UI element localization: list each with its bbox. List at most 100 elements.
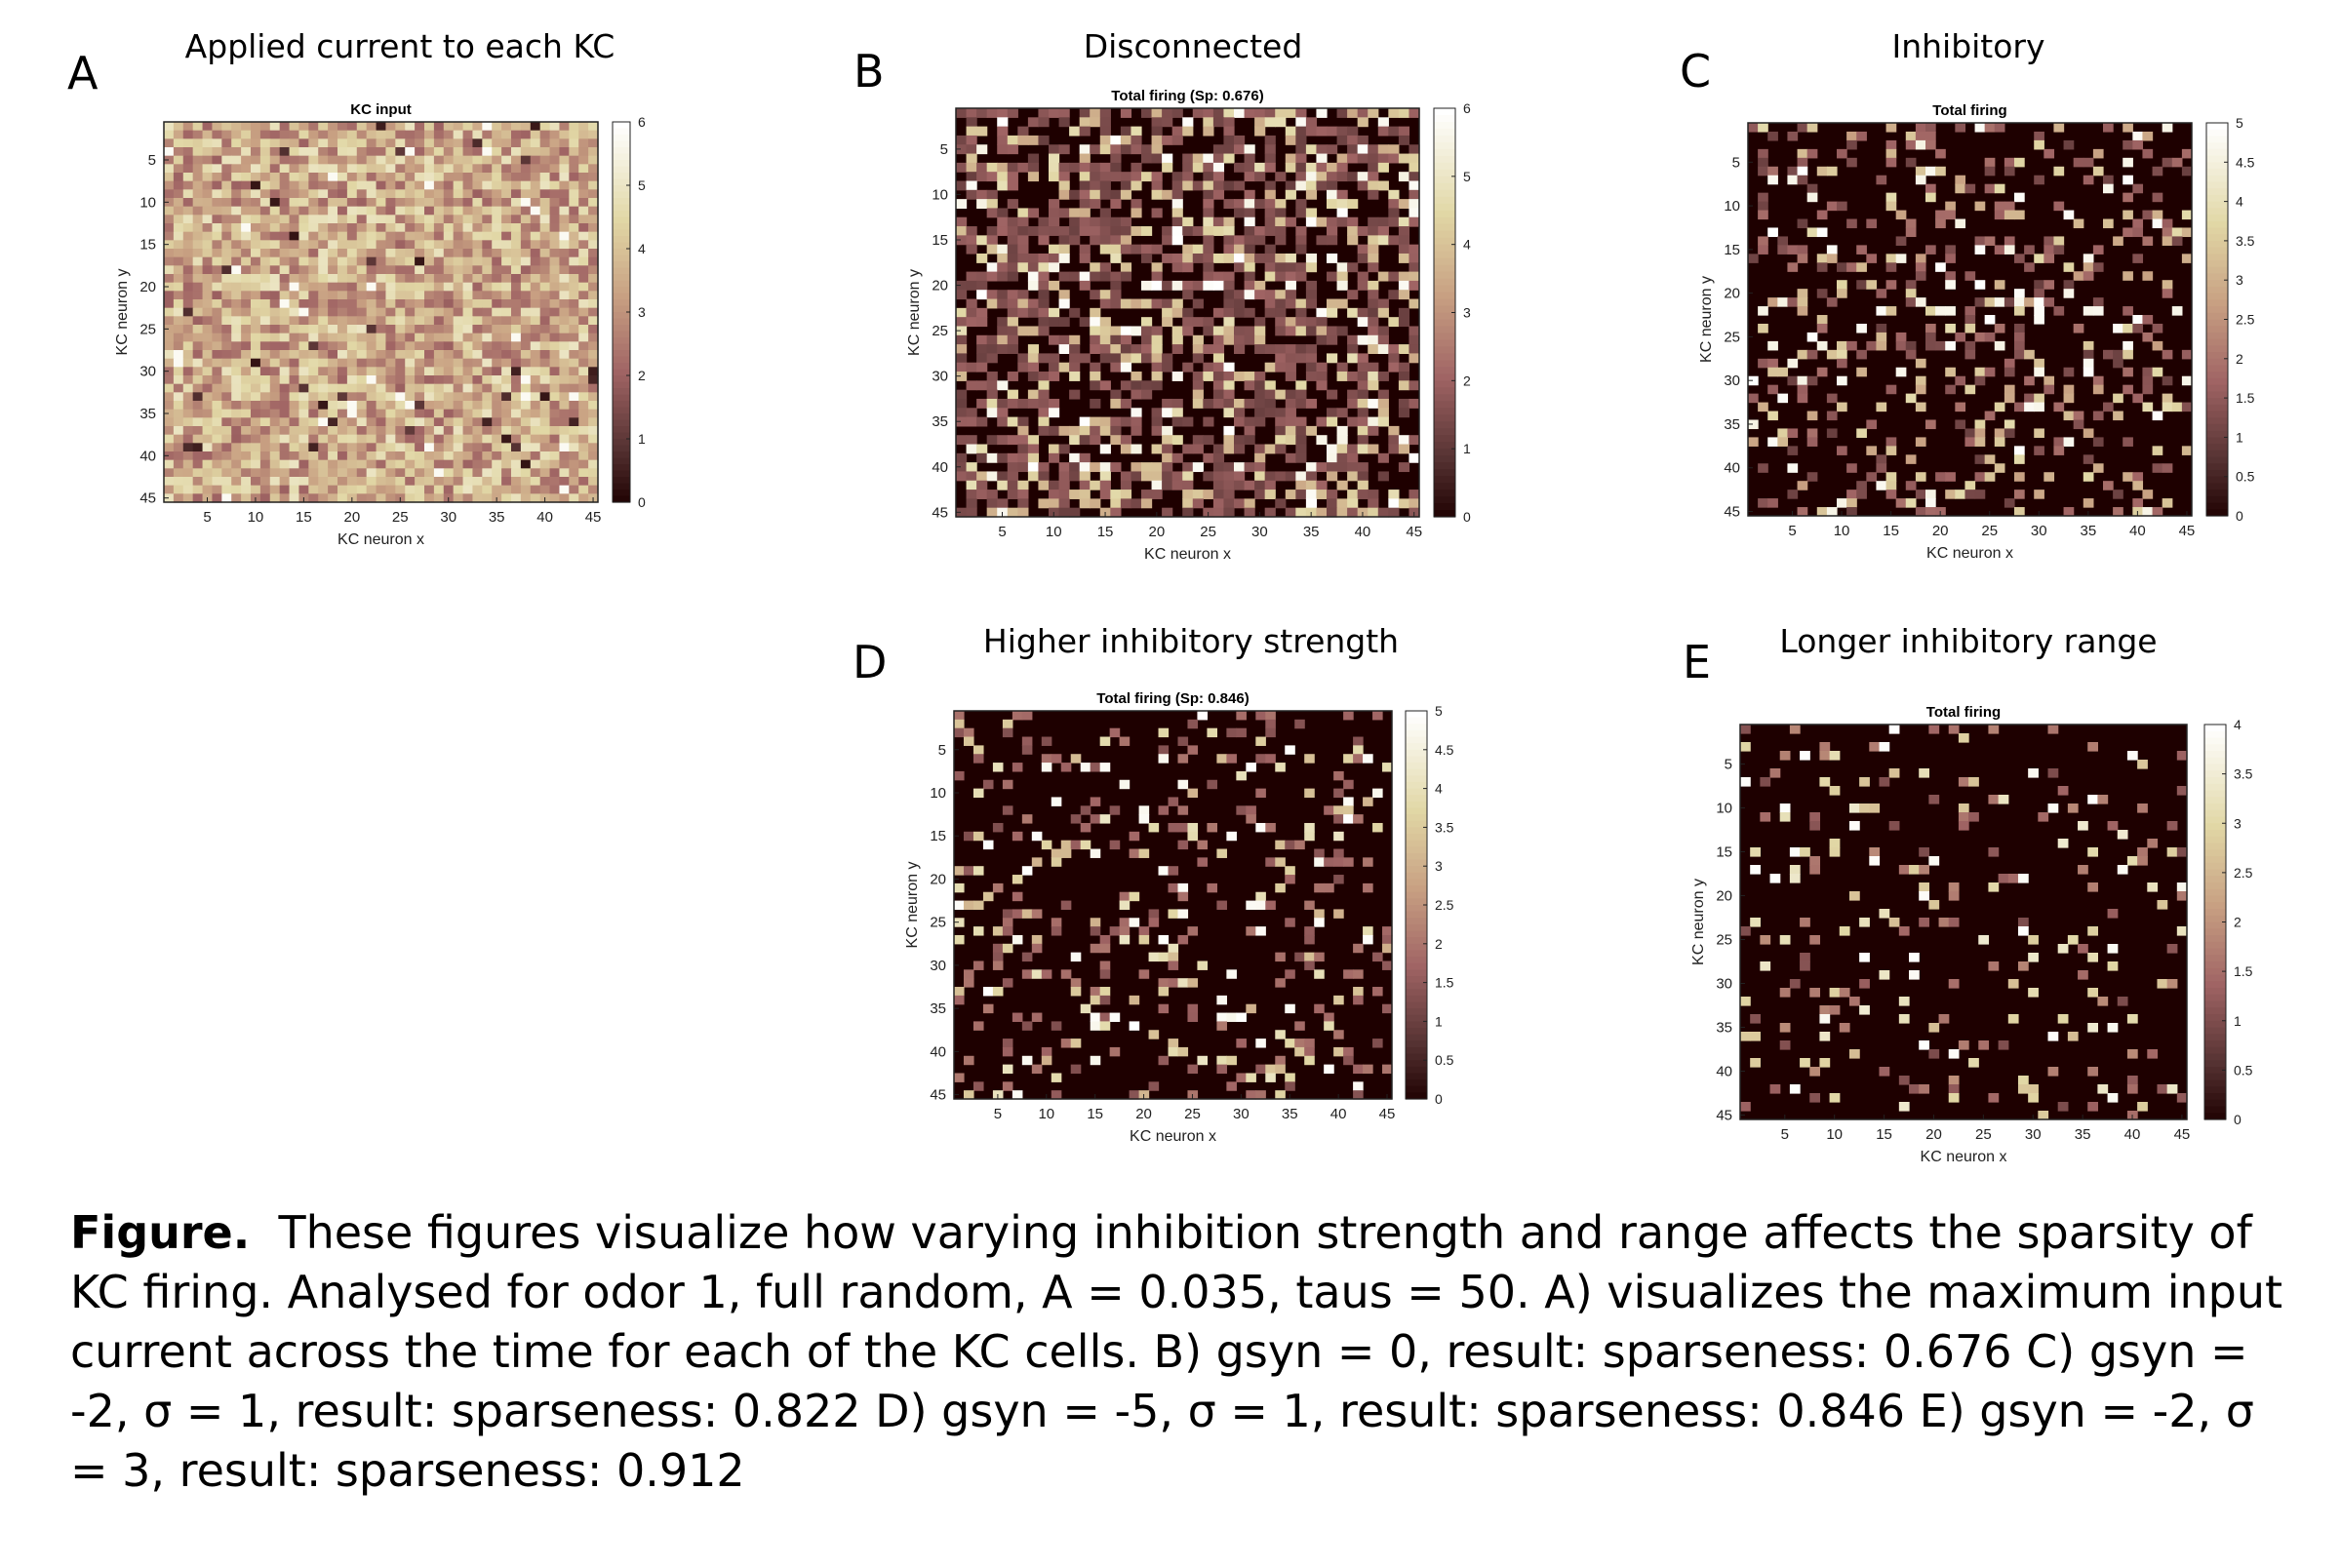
heatmap-cell: [986, 244, 998, 255]
heatmap-cell: [308, 215, 319, 224]
heatmap-cell: [997, 126, 1009, 137]
heatmap-cell: [289, 240, 300, 250]
colorbar-segment: [2204, 830, 2226, 838]
heatmap-cell: [549, 307, 561, 317]
heatmap-cell: [192, 282, 204, 292]
heatmap-cell: [356, 189, 368, 199]
heatmap-cell: [202, 468, 214, 478]
heatmap-cell: [539, 155, 551, 165]
heatmap-cell: [241, 477, 252, 487]
heatmap-cell: [385, 291, 396, 300]
heatmap-cell: [1212, 280, 1225, 291]
heatmap-cell: [530, 180, 541, 190]
heatmap-cell: [1131, 126, 1142, 137]
heatmap-cell: [279, 155, 291, 165]
heatmap-cell: [241, 459, 252, 469]
heatmap-cell: [1120, 172, 1132, 182]
heatmap-cell: [1234, 471, 1246, 482]
heatmap-cell: [1909, 1084, 1920, 1094]
heatmap-cell: [356, 198, 368, 208]
heatmap-cell: [395, 256, 406, 266]
heatmap-cell: [192, 383, 204, 393]
heatmap-cell: [1285, 317, 1296, 328]
heatmap-cell: [164, 282, 175, 292]
colorbar-segment: [1434, 155, 1455, 164]
heatmap-cell: [2107, 961, 2119, 971]
heatmap-cell: [1787, 245, 1799, 255]
x-tick-label: 40: [536, 509, 553, 526]
heatmap-cell: [241, 468, 252, 478]
heatmap-cell: [1069, 334, 1081, 345]
heatmap-cell: [462, 307, 474, 317]
heatmap-cell: [164, 451, 175, 461]
heatmap-cell: [1945, 280, 1956, 290]
heatmap-cell: [986, 298, 998, 309]
heatmap-cell: [346, 240, 358, 250]
heatmap-cell: [298, 434, 309, 444]
heatmap-cell: [212, 173, 222, 182]
heatmap-cell: [424, 282, 435, 292]
heatmap-cell: [192, 451, 204, 461]
heatmap-cell: [1945, 254, 1956, 263]
heatmap-cell: [1876, 289, 1887, 298]
heatmap-cell: [1017, 416, 1029, 427]
heatmap-cell: [976, 189, 988, 200]
heatmap-cell: [1234, 398, 1246, 409]
heatmap-cell: [462, 459, 474, 469]
heatmap-cell: [346, 383, 358, 393]
heatmap-cell: [1079, 471, 1091, 482]
heatmap-cell: [1368, 372, 1379, 381]
heatmap-cell: [966, 444, 977, 454]
heatmap-cell: [346, 375, 358, 385]
heatmap-cell: [986, 235, 998, 246]
heatmap-cell: [415, 249, 425, 258]
heatmap-cell: [231, 291, 242, 300]
heatmap-cell: [1151, 462, 1163, 473]
heatmap-cell: [395, 316, 406, 326]
heatmap-cell: [1007, 326, 1018, 336]
heatmap-cell: [511, 409, 522, 418]
heatmap-cell: [1368, 172, 1379, 182]
heatmap-cell: [1182, 498, 1194, 509]
heatmap-cell: [1090, 372, 1101, 381]
heatmap-cell: [578, 333, 589, 342]
heatmap-cell: [2014, 254, 2025, 263]
heatmap-cell: [1182, 416, 1194, 427]
heatmap-cell: [356, 434, 368, 444]
heatmap-cell: [1347, 416, 1359, 427]
heatmap-cell: [289, 198, 300, 208]
heatmap-cell: [1879, 909, 1890, 919]
heatmap-cell: [530, 249, 541, 258]
heatmap-cell: [1079, 280, 1091, 291]
heatmap-cell: [366, 173, 377, 182]
heatmap-cell: [511, 426, 522, 436]
heatmap-cell: [482, 130, 493, 139]
heatmap-cell: [1829, 847, 1841, 857]
heatmap-cell: [1171, 471, 1183, 482]
heatmap-cell: [520, 459, 532, 469]
heatmap-cell: [1357, 135, 1369, 145]
heatmap-cell: [501, 155, 512, 165]
heatmap-cell: [569, 130, 579, 139]
heatmap-cell: [1368, 398, 1379, 409]
heatmap-cell: [966, 380, 977, 391]
heatmap-cell: [1079, 153, 1091, 164]
heatmap-cell: [1069, 216, 1081, 227]
heatmap-cell: [1347, 471, 1359, 482]
heatmap-cell: [182, 240, 194, 250]
heatmap-cell: [1357, 244, 1369, 255]
heatmap-cell: [482, 215, 493, 224]
heatmap-cell: [549, 350, 561, 360]
colorbar-segment: [1434, 182, 1455, 191]
colorbar-segment: [2204, 849, 2226, 857]
heatmap-cell: [259, 265, 271, 275]
heatmap-cell: [1027, 398, 1040, 409]
heatmap-cell: [1099, 480, 1111, 490]
heatmap-cell: [1357, 271, 1369, 282]
heatmap-cell: [1141, 326, 1153, 336]
heatmap-cell: [1919, 891, 1929, 901]
heatmap-cell: [1888, 768, 1900, 778]
heatmap-cell: [231, 249, 242, 258]
x-tick-label: 45: [1406, 524, 1422, 540]
heatmap-cell: [1151, 480, 1163, 490]
